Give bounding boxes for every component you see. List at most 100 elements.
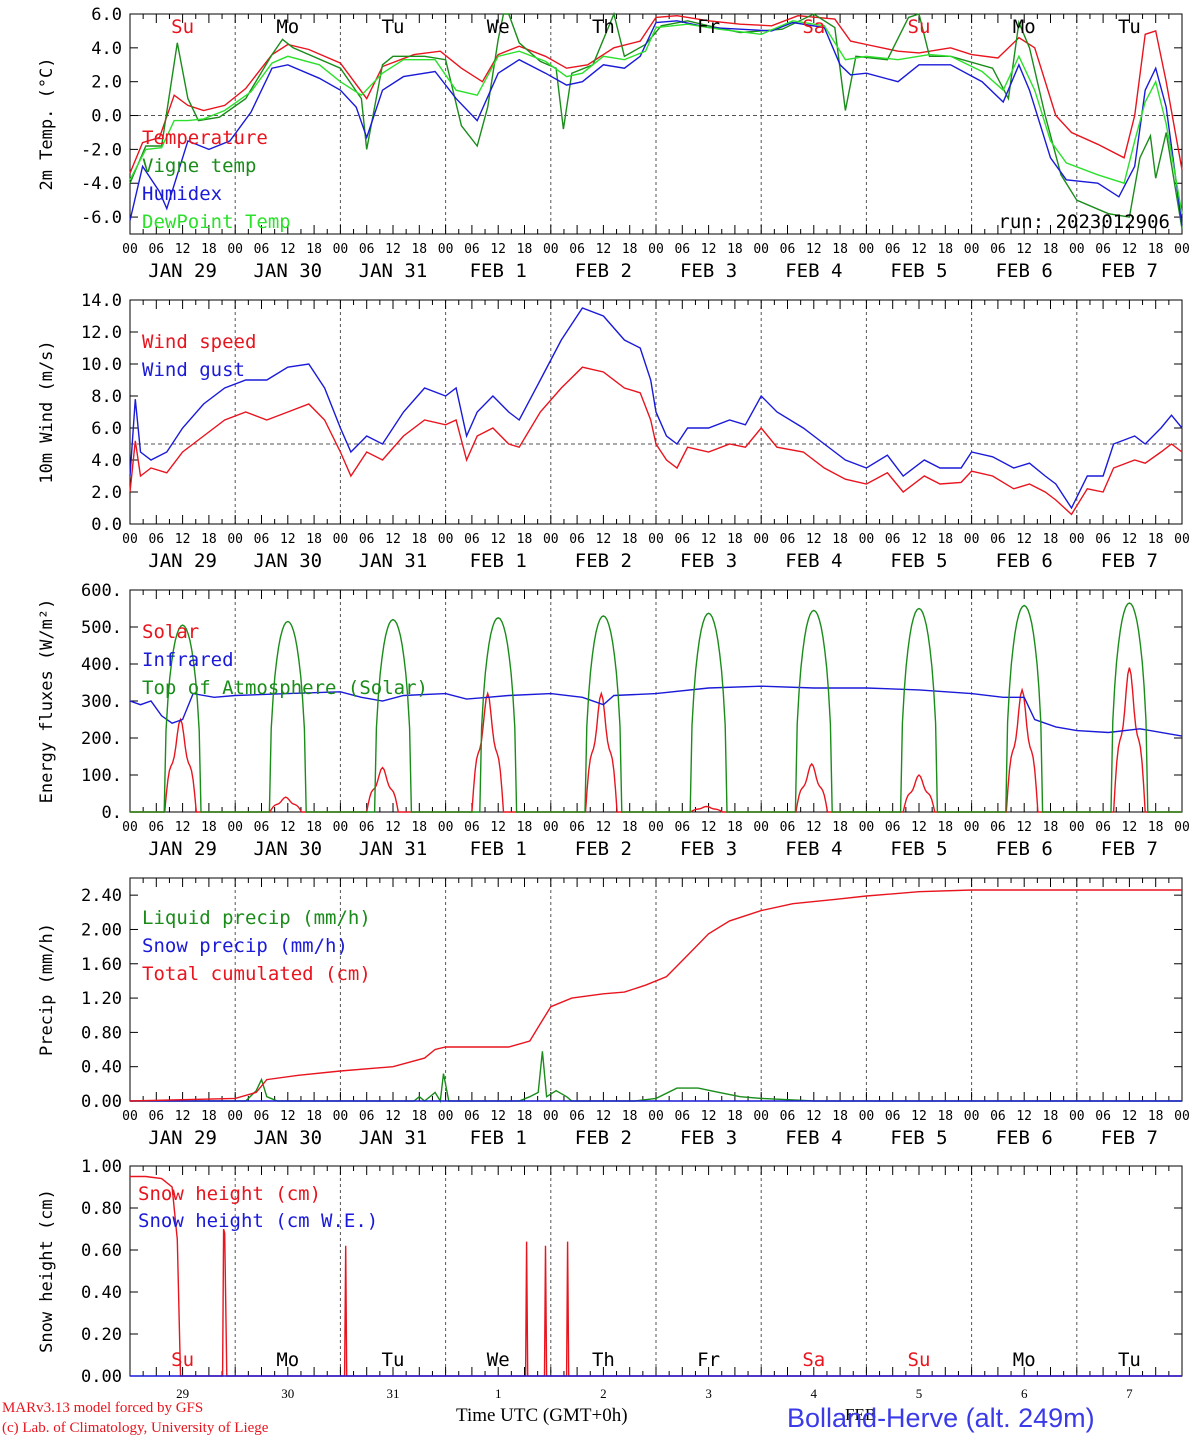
weekday-label: Sa — [802, 16, 825, 38]
date-label: FEB 6 — [996, 838, 1053, 860]
hour-tick-label: 18 — [832, 820, 848, 835]
series-wind-speed — [129, 366, 1183, 516]
day-number-label: 1 — [495, 1386, 502, 1401]
hour-tick-label: 00 — [1069, 820, 1085, 835]
hour-tick-label: 18 — [306, 532, 322, 547]
day-number-label: 5 — [916, 1386, 923, 1401]
y-tick-label: 2.0 — [91, 483, 122, 503]
y-tick-label: 12.0 — [81, 323, 122, 343]
hour-tick-label: 06 — [1095, 1109, 1111, 1124]
hour-tick-label: 00 — [648, 242, 664, 257]
hour-tick-label: 06 — [674, 1109, 690, 1124]
hour-tick-label: 18 — [517, 242, 533, 257]
y-tick-label: 1.20 — [81, 989, 122, 1009]
hour-tick-label: 06 — [990, 242, 1006, 257]
hour-tick-label: 06 — [148, 242, 164, 257]
legend-entry: Vigne temp — [142, 155, 256, 177]
day-number-label: 7 — [1126, 1386, 1133, 1401]
hour-tick-label: 00 — [438, 532, 454, 547]
y-tick-label: -2.0 — [81, 140, 122, 160]
hour-tick-label: 18 — [622, 820, 638, 835]
hour-tick-label: 18 — [517, 1109, 533, 1124]
y-tick-label: 4.0 — [91, 39, 122, 59]
y-tick-label: 0.40 — [81, 1058, 122, 1078]
hour-tick-label: 12 — [385, 1109, 401, 1124]
hour-tick-label: 00 — [648, 820, 664, 835]
hour-tick-label: 00 — [333, 820, 349, 835]
hour-tick-label: 12 — [1016, 242, 1032, 257]
hour-tick-label: 12 — [911, 532, 927, 547]
hour-tick-label: 06 — [780, 532, 796, 547]
hour-tick-label: 00 — [753, 1109, 769, 1124]
hour-tick-label: 12 — [596, 1109, 612, 1124]
hour-tick-label: 00 — [333, 532, 349, 547]
date-label: FEB 7 — [1101, 1127, 1158, 1149]
date-label: JAN 30 — [253, 550, 322, 572]
y-tick-label: 0.40 — [81, 1283, 122, 1303]
hour-tick-label: 00 — [543, 242, 559, 257]
hour-tick-label: 12 — [911, 242, 927, 257]
hour-tick-label: 00 — [1174, 820, 1190, 835]
legend-entry: Snow precip (mm/h) — [142, 935, 348, 957]
date-label: FEB 6 — [996, 550, 1053, 572]
station-label: Bolland-Herve (alt. 249m) — [787, 1403, 1095, 1433]
y-tick-label: 2.40 — [81, 886, 122, 906]
weekday-label: Fr — [697, 16, 720, 38]
date-label: FEB 3 — [680, 260, 737, 282]
hour-tick-label: 12 — [280, 242, 296, 257]
hour-tick-label: 18 — [201, 820, 217, 835]
weekday-label: Tu — [1118, 1349, 1141, 1371]
date-label: JAN 31 — [359, 1127, 428, 1149]
hour-tick-label: 06 — [1095, 242, 1111, 257]
weekday-label: Tu — [382, 16, 405, 38]
hour-tick-label: 00 — [438, 1109, 454, 1124]
date-label: JAN 31 — [359, 260, 428, 282]
hour-tick-label: 18 — [832, 242, 848, 257]
hour-tick-label: 12 — [911, 1109, 927, 1124]
hour-tick-label: 00 — [1174, 1109, 1190, 1124]
date-label: FEB 1 — [470, 260, 527, 282]
hour-tick-label: 06 — [780, 242, 796, 257]
hour-tick-label: 18 — [727, 820, 743, 835]
hour-tick-label: 06 — [780, 1109, 796, 1124]
weekday-label: Mo — [1013, 16, 1036, 38]
y-tick-label: 1.60 — [81, 955, 122, 975]
date-label: JAN 29 — [148, 260, 217, 282]
date-label: FEB 6 — [996, 1127, 1053, 1149]
y-tick-label: 200. — [81, 729, 122, 749]
hour-tick-label: 06 — [359, 532, 375, 547]
hour-tick-label: 06 — [990, 1109, 1006, 1124]
y-tick-label: 600. — [81, 581, 122, 601]
day-number-label: 30 — [281, 1386, 294, 1401]
y-axis-title: 10m Wind (m/s) — [37, 340, 57, 483]
hour-tick-label: 12 — [596, 242, 612, 257]
date-label: FEB 2 — [575, 838, 632, 860]
panel-3: 0. 100. 200. 300. 400. 500. 600. Energy fluxes … — [37, 581, 1190, 860]
hour-tick-label: 06 — [990, 532, 1006, 547]
hour-tick-label: 12 — [175, 1109, 191, 1124]
hour-tick-label: 06 — [674, 532, 690, 547]
weekday-label: Tu — [382, 1349, 405, 1371]
legend-entry: Wind gust — [142, 359, 245, 381]
hour-tick-label: 12 — [806, 820, 822, 835]
hour-tick-label: 00 — [1174, 242, 1190, 257]
date-label: FEB 3 — [680, 838, 737, 860]
hour-tick-label: 06 — [254, 532, 270, 547]
hour-tick-label: 00 — [122, 242, 138, 257]
date-label: JAN 29 — [148, 838, 217, 860]
hour-tick-label: 12 — [806, 532, 822, 547]
date-label: FEB 4 — [785, 1127, 842, 1149]
hour-tick-label: 18 — [411, 242, 427, 257]
hour-tick-label: 06 — [359, 820, 375, 835]
hour-tick-label: 12 — [280, 1109, 296, 1124]
hour-tick-label: 18 — [201, 242, 217, 257]
hour-tick-label: 12 — [701, 242, 717, 257]
hour-tick-label: 18 — [937, 820, 953, 835]
day-number-label: 2 — [600, 1386, 607, 1401]
weekday-label: Mo — [1013, 1349, 1036, 1371]
date-label: FEB 5 — [890, 550, 947, 572]
legend-entry: Snow height (cm) — [138, 1183, 321, 1205]
hour-tick-label: 18 — [1148, 242, 1164, 257]
hour-tick-label: 18 — [727, 242, 743, 257]
